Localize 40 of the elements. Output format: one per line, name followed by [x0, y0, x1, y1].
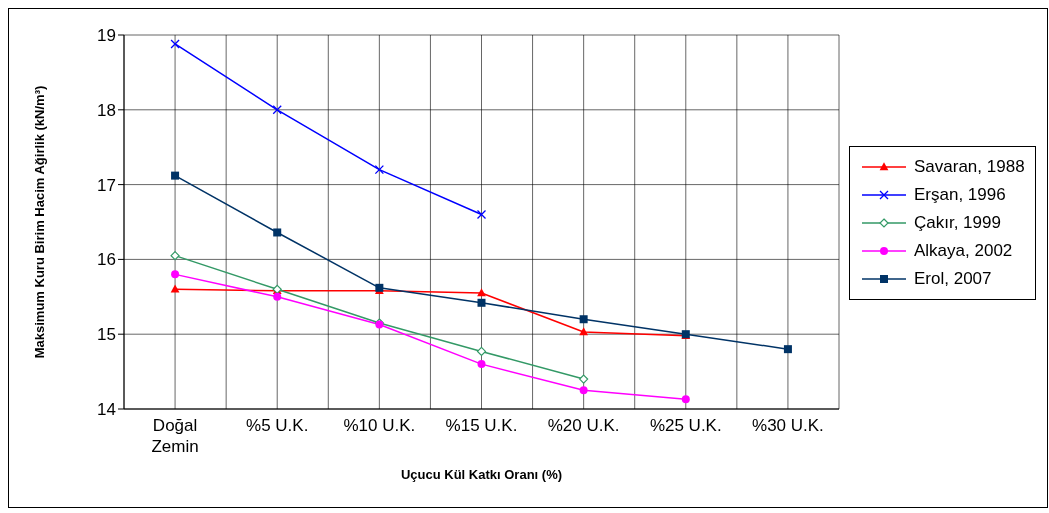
- point: [170, 284, 180, 293]
- x-tick-label: %20 U.K.: [547, 416, 620, 435]
- legend-label: Erol, 2007: [914, 269, 992, 289]
- x-tick-label: %30 U.K.: [752, 416, 824, 435]
- point: [783, 345, 792, 354]
- legend-label: Savaran, 1988: [914, 157, 1025, 177]
- point: [171, 171, 180, 180]
- y-tick-label: 17: [97, 175, 116, 195]
- point: [579, 315, 588, 324]
- point: [273, 292, 282, 301]
- x-tick-label: %25 U.K.: [649, 416, 722, 435]
- point: [170, 39, 180, 49]
- point: [579, 386, 588, 395]
- point: [477, 360, 486, 369]
- y-tick-label: 16: [97, 250, 116, 270]
- point: [681, 395, 690, 404]
- x-tick-label: %15 U.K.: [445, 416, 518, 435]
- point: [476, 209, 487, 220]
- x-tick-label: %5 U.K.: [246, 416, 309, 435]
- point: [170, 251, 180, 261]
- y-tick-label: 19: [97, 26, 116, 46]
- point: [374, 164, 385, 175]
- point: [476, 346, 487, 356]
- y-axis-title: Maksimum Kuru Birim Hacim Ağirlik (kN/m³): [31, 85, 47, 359]
- y-tick-label: 14: [97, 400, 116, 420]
- legend-label: Alkaya, 2002: [914, 241, 1013, 261]
- legend-label: Erşan, 1996: [914, 185, 1006, 205]
- y-tick-label: 15: [97, 325, 116, 345]
- x-tick-label: Doğal Zemin: [151, 416, 199, 456]
- x-tick-label: %10 U.K.: [343, 416, 416, 435]
- legend-label: Çakır, 1999: [914, 213, 1001, 233]
- point: [477, 288, 486, 297]
- point: [579, 327, 589, 336]
- y-tick-label: 18: [97, 100, 116, 120]
- x-axis-title: Uçucu Kül Katkı Oranı (%): [400, 467, 563, 482]
- point: [272, 105, 282, 115]
- point: [273, 228, 282, 237]
- point: [477, 298, 486, 307]
- point: [171, 270, 180, 279]
- point: [579, 374, 589, 384]
